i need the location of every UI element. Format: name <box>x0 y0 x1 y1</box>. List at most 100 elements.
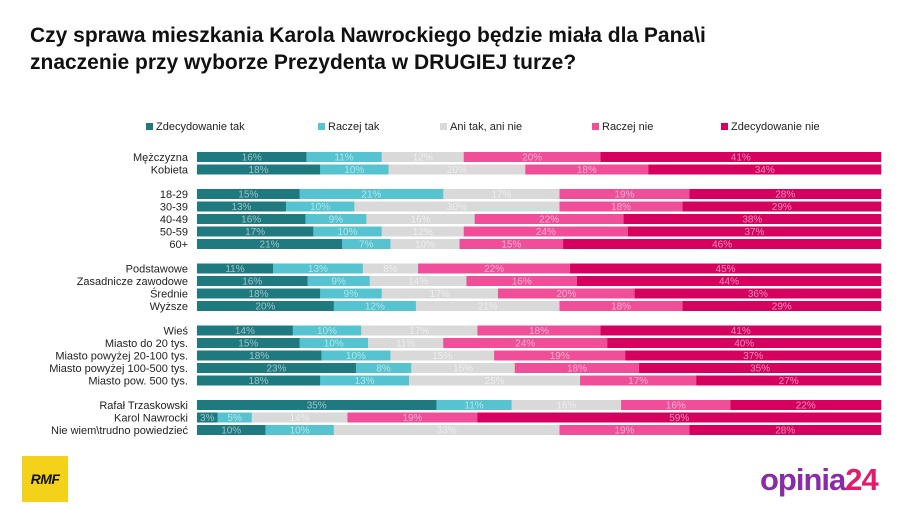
bar-segment <box>577 276 882 286</box>
bar-segment <box>580 375 697 386</box>
data-label: 10% <box>337 227 357 238</box>
data-label: 13% <box>231 202 251 213</box>
data-label: 16% <box>512 277 532 288</box>
data-label: 13% <box>355 376 375 387</box>
data-label: 9% <box>344 289 359 300</box>
data-label: 29% <box>772 202 792 213</box>
opinia24-logo: opinia24 <box>760 462 879 498</box>
category-label: Karol Nawrocki <box>114 413 188 425</box>
bar-segment <box>682 301 882 311</box>
data-label: 14% <box>235 326 255 337</box>
legend-label: Raczej tak <box>328 121 380 133</box>
bar-segment <box>369 276 467 286</box>
data-label: 21% <box>260 240 280 251</box>
category-label: 50-59 <box>160 227 188 239</box>
bar-segment <box>217 412 253 423</box>
bar-segment <box>436 400 512 410</box>
bar-segment <box>285 201 355 212</box>
bar-segment <box>477 412 882 423</box>
bar-segment <box>197 239 343 249</box>
bar-segment <box>265 425 335 435</box>
category-label: 40-49 <box>160 214 188 226</box>
bar-segment <box>514 363 640 373</box>
data-label: 11% <box>334 153 353 164</box>
bar-segment <box>648 164 882 175</box>
bar-segment <box>197 276 308 286</box>
bar-segment <box>411 363 516 373</box>
data-label: 17% <box>409 326 429 337</box>
bar-segment <box>497 288 636 299</box>
bar-segment <box>292 325 362 336</box>
bar-segment <box>368 338 444 348</box>
data-label: 10% <box>344 165 364 176</box>
chart-title-line-1: Czy sprawa mieszkania Karola Nawrockiego… <box>30 24 706 47</box>
legend-swatch <box>592 123 599 130</box>
data-label: 41% <box>731 326 751 337</box>
bar-segment <box>381 152 465 162</box>
bar-segment <box>197 164 321 175</box>
bar-segment <box>197 288 321 299</box>
bar-segment <box>197 363 357 373</box>
data-label: 16% <box>241 215 261 226</box>
bar-segment <box>197 325 294 336</box>
data-label: 16% <box>556 401 576 412</box>
data-label: 17% <box>245 227 265 238</box>
category-label: Miasto powyżej 100-500 tys. <box>49 363 188 375</box>
bar-segment <box>197 226 314 237</box>
data-label: 19% <box>614 190 634 201</box>
data-label: 36% <box>748 289 768 300</box>
data-label: 12% <box>413 227 433 238</box>
data-label: 10% <box>346 351 366 362</box>
bar-segment <box>342 239 391 249</box>
bar-segment <box>197 375 321 386</box>
bar-segment <box>443 189 560 199</box>
bar-segment <box>559 425 690 435</box>
data-label: 17% <box>491 190 511 201</box>
data-label: 10% <box>317 326 337 337</box>
category-label: Średnie <box>150 288 188 301</box>
data-label: 15% <box>453 364 473 375</box>
bar-segment <box>313 226 382 237</box>
bar-segment <box>299 338 369 348</box>
data-label: 19% <box>402 413 422 424</box>
opinia24-logo-number: 24 <box>845 462 878 497</box>
bar-segment <box>443 338 608 348</box>
data-label: 8% <box>376 364 391 375</box>
bar-segment <box>494 350 626 361</box>
bar-segment <box>355 363 412 373</box>
rmf-logo-text: RMF <box>30 471 60 487</box>
bar-segment <box>689 425 882 435</box>
category-label: Podstawowe <box>126 264 188 276</box>
category-label: Mężczyzna <box>133 152 189 164</box>
data-label: 20% <box>522 153 542 164</box>
bar-segment <box>525 164 649 175</box>
bar-segment <box>197 263 274 274</box>
bar-segment <box>197 152 307 162</box>
data-label: 40% <box>734 339 754 350</box>
data-label: 20% <box>556 289 576 300</box>
bar-segment <box>197 214 306 224</box>
bar-segment <box>627 226 882 237</box>
bar-segment <box>299 189 444 199</box>
data-label: 15% <box>238 190 258 201</box>
bar-segment <box>354 201 560 212</box>
bar-segment <box>333 425 560 435</box>
bar-segment <box>305 214 367 224</box>
bar-segment <box>511 400 622 410</box>
data-label: 7% <box>359 240 374 251</box>
bar-segment <box>696 375 882 386</box>
bar-segment <box>623 214 882 224</box>
data-label: 16% <box>242 153 262 164</box>
bar-segment <box>466 276 578 286</box>
bar-segment <box>197 350 322 361</box>
data-label: 14% <box>408 277 428 288</box>
category-label: 30-39 <box>160 202 188 214</box>
bar-segment <box>559 201 683 212</box>
legend-label: Ani tak, ani nie <box>450 121 522 133</box>
data-label: 18% <box>611 202 631 213</box>
data-label: 20% <box>255 302 275 313</box>
data-label: 29% <box>772 302 792 313</box>
data-label: 37% <box>743 351 763 362</box>
bar-segment <box>559 301 683 311</box>
